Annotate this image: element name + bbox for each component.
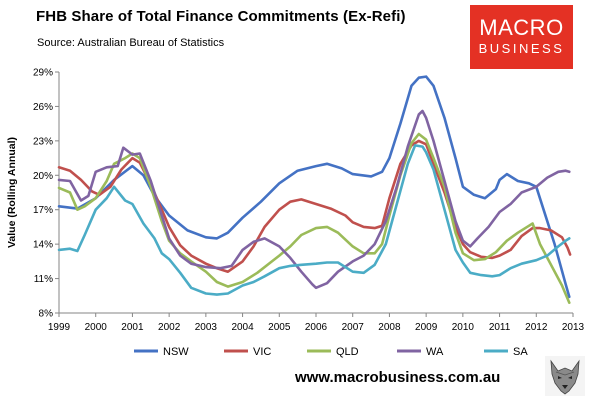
x-tick-label: 2009 [415, 322, 438, 333]
series-line-sa [57, 144, 571, 296]
website-url[interactable]: www.macrobusiness.com.au [295, 369, 501, 386]
x-tick-label: 1999 [48, 322, 71, 333]
chart-subtitle: Source: Australian Bureau of Statistics [37, 37, 225, 49]
macrobusiness-logo[interactable]: MACRO BUSINESS [470, 5, 573, 69]
y-tick-label: 17% [33, 205, 53, 216]
x-tick-label: 2001 [121, 322, 144, 333]
legend-label-vic: VIC [253, 346, 271, 358]
y-tick-label: 11% [34, 274, 53, 285]
y-tick-label: 26% [33, 102, 53, 113]
series-line-nsw [57, 75, 571, 299]
wolf-head-icon [545, 356, 585, 396]
x-tick-label: 2000 [85, 322, 108, 333]
legend-label-wa: WA [426, 346, 444, 358]
chart-title: FHB Share of Total Finance Commitments (… [36, 8, 406, 25]
x-tick-label: 2007 [342, 322, 365, 333]
y-tick-label: 14% [33, 240, 53, 251]
x-tick-label: 2013 [562, 322, 585, 333]
y-axis-title: Value (Rolling Annual) [6, 137, 18, 248]
legend-label-qld: QLD [336, 346, 359, 358]
y-tick-label: 20% [33, 171, 53, 182]
x-tick-label: 2011 [489, 322, 511, 333]
y-tick-label: 29% [33, 68, 53, 79]
x-tick-label: 2012 [525, 322, 548, 333]
x-tick-label: 2005 [268, 322, 291, 333]
y-tick-label: 8% [39, 309, 54, 320]
y-tick-label: 23% [33, 136, 53, 147]
x-tick-label: 2004 [231, 322, 254, 333]
logo-line-1: MACRO [479, 15, 564, 40]
x-tick-label: 2010 [452, 322, 475, 333]
legend-label-sa: SA [513, 346, 528, 358]
legend-label-nsw: NSW [163, 346, 189, 358]
series-line-vic [57, 139, 572, 273]
series-line-wa [57, 109, 571, 290]
x-tick-label: 2003 [195, 322, 218, 333]
x-tick-label: 2006 [305, 322, 328, 333]
x-tick-label: 2002 [158, 322, 181, 333]
x-tick-label: 2008 [378, 322, 401, 333]
logo-line-2: BUSINESS [478, 41, 565, 56]
